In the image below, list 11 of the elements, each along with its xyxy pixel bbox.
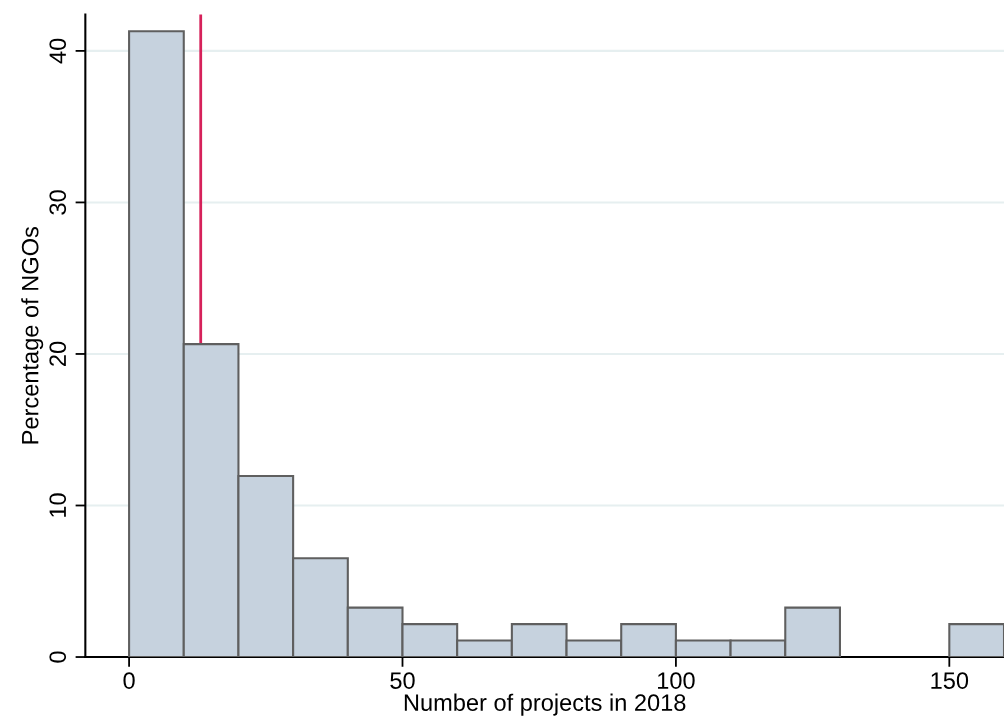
y-axis-title: Percentage of NGOs <box>21 227 44 444</box>
y-tick-label: 0 <box>49 651 67 663</box>
y-tick-label: 10 <box>49 493 67 517</box>
x-tick-label: 150 <box>931 672 969 689</box>
x-tick-label: 0 <box>123 672 135 689</box>
y-tick-label: 20 <box>49 341 67 366</box>
x-tick-label: 100 <box>658 672 695 689</box>
y-tick-label: 40 <box>49 38 67 64</box>
x-axis-title: Number of projects in 2018 <box>404 693 686 716</box>
y-tick-label: 30 <box>49 190 67 215</box>
x-tick-label: 50 <box>390 672 415 689</box>
